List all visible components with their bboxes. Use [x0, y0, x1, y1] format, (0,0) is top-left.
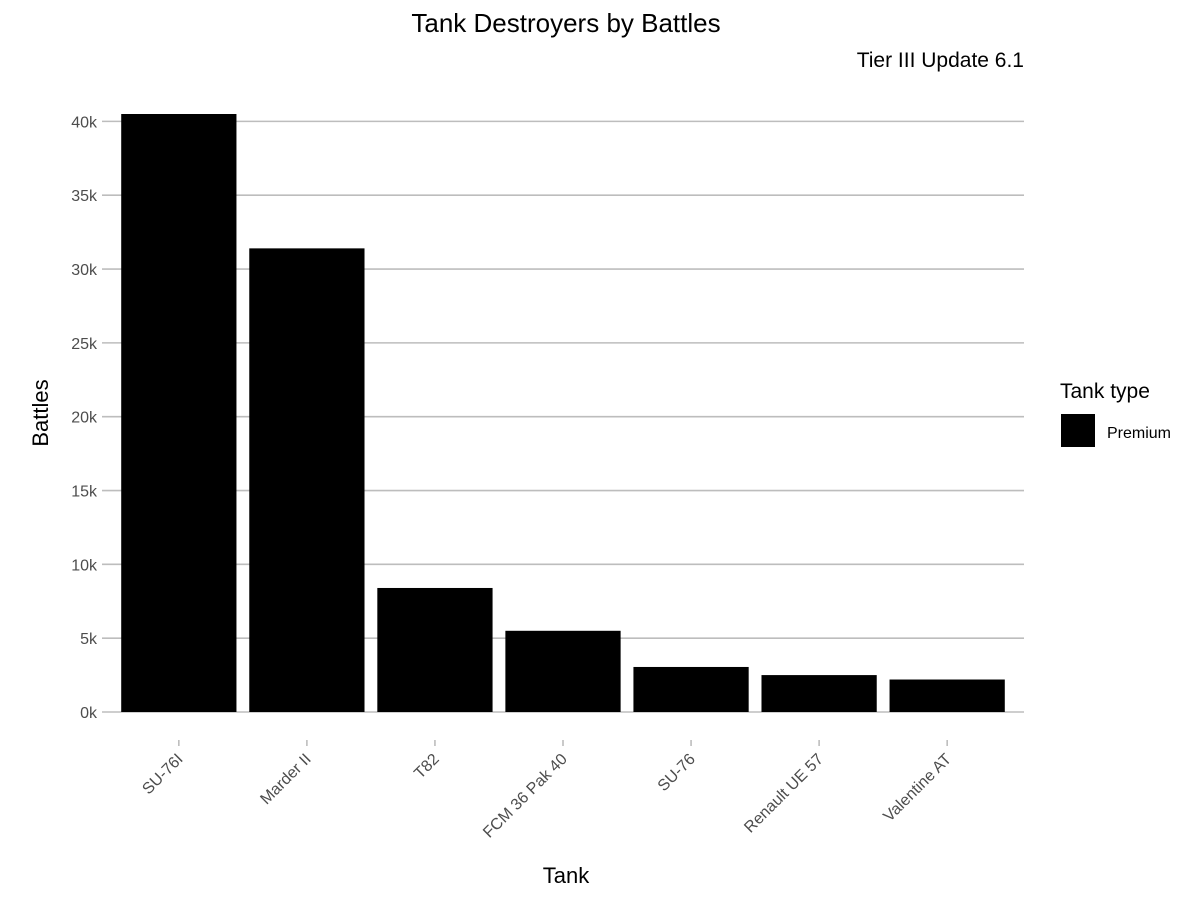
- x-tick-label: Renault UE 57: [741, 751, 827, 837]
- bar: [121, 114, 237, 712]
- legend-title: Tank type: [1060, 380, 1150, 403]
- x-tick-label: Valentine AT: [880, 751, 955, 826]
- x-axis-title: Tank: [543, 863, 590, 888]
- y-tick-label: 25k: [71, 336, 98, 353]
- legend-label-premium: Premium: [1107, 425, 1171, 442]
- y-tick-label: 0k: [80, 705, 98, 722]
- legend-key-premium: [1061, 414, 1095, 447]
- y-tick-label: 15k: [71, 484, 98, 501]
- y-axis-ticks: 0k 5k 10k 15k 20k 25k 30k 35k 40k: [71, 114, 98, 722]
- bar: [761, 675, 877, 712]
- y-tick-label: 20k: [71, 410, 98, 427]
- x-axis-ticks: SU-76I Marder II T82 FCM 36 Pak 40 SU-76 Rena…: [139, 740, 955, 841]
- y-tick-label: 5k: [80, 631, 98, 648]
- y-tick-label: 30k: [71, 262, 98, 279]
- bar: [377, 587, 493, 712]
- bar: [505, 630, 621, 712]
- x-tick-label: T82: [411, 751, 443, 783]
- y-tick-label: 35k: [71, 188, 98, 205]
- bar: [633, 666, 749, 712]
- chart-title: Tank Destroyers by Battles: [411, 8, 720, 38]
- bar: [889, 679, 1005, 712]
- x-tick-label: SU-76: [655, 751, 699, 795]
- x-tick-label: SU-76I: [139, 751, 186, 798]
- x-tick-label: FCM 36 Pak 40: [480, 751, 571, 842]
- legend: Tank type Premium: [1060, 380, 1171, 447]
- gridlines: [102, 120, 1024, 713]
- y-tick-label: 10k: [71, 557, 98, 574]
- bar: [249, 248, 365, 713]
- y-tick-label: 40k: [71, 114, 98, 131]
- y-axis-title: Battles: [28, 379, 53, 446]
- bars: [121, 114, 1005, 713]
- x-tick-label: Marder II: [257, 751, 314, 808]
- chart-subtitle: Tier III Update 6.1: [857, 49, 1024, 72]
